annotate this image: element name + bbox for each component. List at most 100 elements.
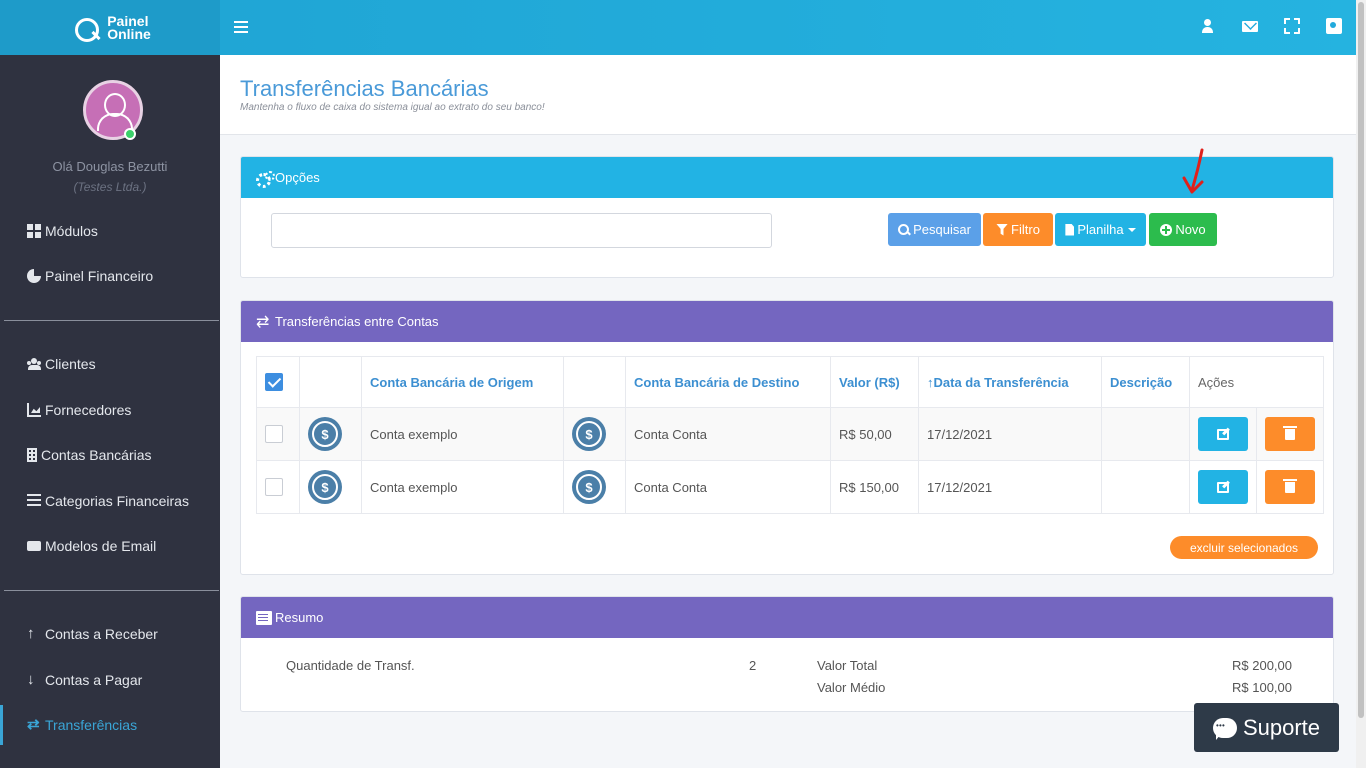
sidebar-divider [4, 590, 219, 591]
transfers-title: Transferências entre Contas [275, 314, 439, 329]
email-icon [27, 541, 41, 551]
table-row: $ Conta exemplo $ Conta Conta R$ 50,00 1… [256, 407, 1324, 461]
average-value: R$ 100,00 [1232, 680, 1292, 695]
dollar-coin-icon: $ [572, 470, 606, 504]
select-all-checkbox[interactable] [265, 373, 283, 391]
cell-description [1101, 407, 1190, 461]
support-label: Suporte [1242, 714, 1321, 740]
users-icon [27, 357, 41, 371]
brand-line1: Painel [107, 12, 149, 29]
sidebar-item-contas-bancarias[interactable]: Contas Bancárias [0, 435, 220, 475]
sidebar: Olá Douglas Bezutti (Testes Ltda.) Módul… [0, 55, 220, 768]
cell-origin: Conta exemplo [361, 407, 564, 461]
sidebar-item-fornecedores[interactable]: Fornecedores [0, 390, 220, 430]
cell-value: R$ 150,00 [830, 460, 919, 514]
options-panel-header: Opções [241, 157, 1333, 198]
table-header-row: Conta Bancária de Origem Conta Bancária … [256, 356, 1324, 408]
filter-icon [996, 223, 1009, 236]
cell-date: 17/12/2021 [918, 407, 1102, 461]
page-scrollbar[interactable] [1356, 0, 1366, 768]
address-book-icon[interactable] [1326, 18, 1342, 34]
sidebar-item-contas-pagar[interactable]: ↓ Contas a Pagar [27, 671, 143, 688]
col-origin[interactable]: Conta Bancária de Origem [361, 356, 564, 408]
chat-bubble-icon [1212, 717, 1237, 740]
cell-date: 17/12/2021 [918, 460, 1102, 514]
scrollbar-thumb[interactable] [1358, 2, 1364, 718]
cell-destination: Conta Conta [625, 460, 831, 514]
cogs-icon [256, 170, 275, 188]
col-destination[interactable]: Conta Bancária de Destino [625, 356, 831, 408]
delete-selected-button[interactable]: excluir selecionados [1170, 536, 1318, 559]
spreadsheet-dropdown-button[interactable]: Planilha [1055, 213, 1146, 246]
file-icon [1065, 223, 1075, 236]
support-button[interactable]: Suporte [1194, 703, 1339, 752]
total-value: R$ 200,00 [1232, 658, 1292, 673]
area-chart-icon [27, 403, 41, 417]
sidebar-item-modulos[interactable]: Módulos [0, 211, 220, 251]
arrow-up-icon: ↑ [27, 625, 35, 642]
sidebar-item-clientes[interactable]: Clientes [0, 344, 220, 384]
list-alt-icon [256, 610, 272, 625]
menu-toggle-icon[interactable] [234, 18, 248, 36]
page-title: Transferências Bancárias [240, 76, 489, 101]
brand-logo[interactable]: Painel Online [0, 0, 220, 55]
summary-title: Resumo [275, 610, 324, 625]
edit-icon [1217, 481, 1229, 493]
page-header: Transferências Bancárias Mantenha o flux… [220, 55, 1356, 135]
average-label: Valor Médio [817, 680, 886, 695]
table-row: $ Conta exemplo $ Conta Conta R$ 150,00 … [256, 460, 1324, 514]
cell-origin: Conta exemplo [361, 460, 564, 514]
col-date[interactable]: ↑Data da Transferência [918, 356, 1102, 408]
options-panel: Opções Pesquisar Filtro Planilha Novo [240, 156, 1334, 278]
dollar-coin-icon: $ [308, 417, 342, 451]
sort-asc-icon: ↑ [927, 374, 934, 390]
fullscreen-icon[interactable] [1284, 18, 1300, 34]
user-greeting: Olá Douglas Bezutti [52, 159, 168, 174]
col-actions: Ações [1189, 356, 1257, 408]
new-button[interactable]: Novo [1149, 213, 1217, 246]
cell-destination: Conta Conta [625, 407, 831, 461]
col-description[interactable]: Descrição [1101, 356, 1190, 408]
cell-description [1101, 460, 1190, 514]
total-label: Valor Total [817, 658, 878, 673]
plus-circle-icon [1160, 223, 1173, 236]
sidebar-divider [4, 320, 219, 321]
sidebar-item-transferencias[interactable]: ⇄ Transferências [0, 705, 220, 745]
online-status-icon [124, 128, 136, 140]
page-subtitle: Mantenha o fluxo de caixa do sistema igu… [240, 102, 545, 113]
main-content: Transferências Bancárias Mantenha o flux… [220, 55, 1356, 768]
col-value[interactable]: Valor (R$) [830, 356, 919, 408]
filter-button[interactable]: Filtro [983, 213, 1053, 246]
transfers-panel: Transferências entre Contas Conta Bancár… [240, 300, 1334, 575]
exchange-icon [256, 312, 272, 332]
delete-button[interactable] [1265, 417, 1315, 451]
row-checkbox[interactable] [265, 478, 283, 496]
search-input[interactable] [271, 213, 772, 248]
sidebar-item-contas-receber[interactable]: ↑ Contas a Receber [27, 625, 158, 642]
top-bar: Painel Online [0, 0, 1356, 55]
top-icons [1200, 18, 1342, 34]
count-label: Quantidade de Transf. [286, 658, 415, 673]
user-icon[interactable] [1200, 18, 1216, 34]
arrow-down-icon: ↓ [27, 671, 35, 688]
sidebar-item-painel-financeiro[interactable]: Painel Financeiro [0, 256, 220, 296]
trash-icon [1283, 425, 1297, 440]
search-button[interactable]: Pesquisar [888, 213, 981, 246]
edit-button[interactable] [1198, 470, 1248, 504]
user-company: (Testes Ltda.) [73, 180, 147, 194]
sidebar-item-categorias[interactable]: Categorias Financeiras [0, 481, 220, 521]
pie-chart-icon [27, 269, 41, 283]
logo-icon [69, 14, 103, 42]
sidebar-item-modelos-email[interactable]: Modelos de Email [0, 526, 220, 566]
dollar-coin-icon: $ [308, 470, 342, 504]
count-value: 2 [749, 658, 757, 673]
envelope-icon[interactable] [1242, 21, 1258, 32]
edit-icon [1217, 428, 1229, 440]
list-icon [27, 494, 41, 508]
row-checkbox[interactable] [265, 425, 283, 443]
search-icon [898, 223, 910, 236]
delete-button[interactable] [1265, 470, 1315, 504]
caret-down-icon [1127, 227, 1136, 232]
trash-icon [1283, 478, 1297, 493]
edit-button[interactable] [1198, 417, 1248, 451]
